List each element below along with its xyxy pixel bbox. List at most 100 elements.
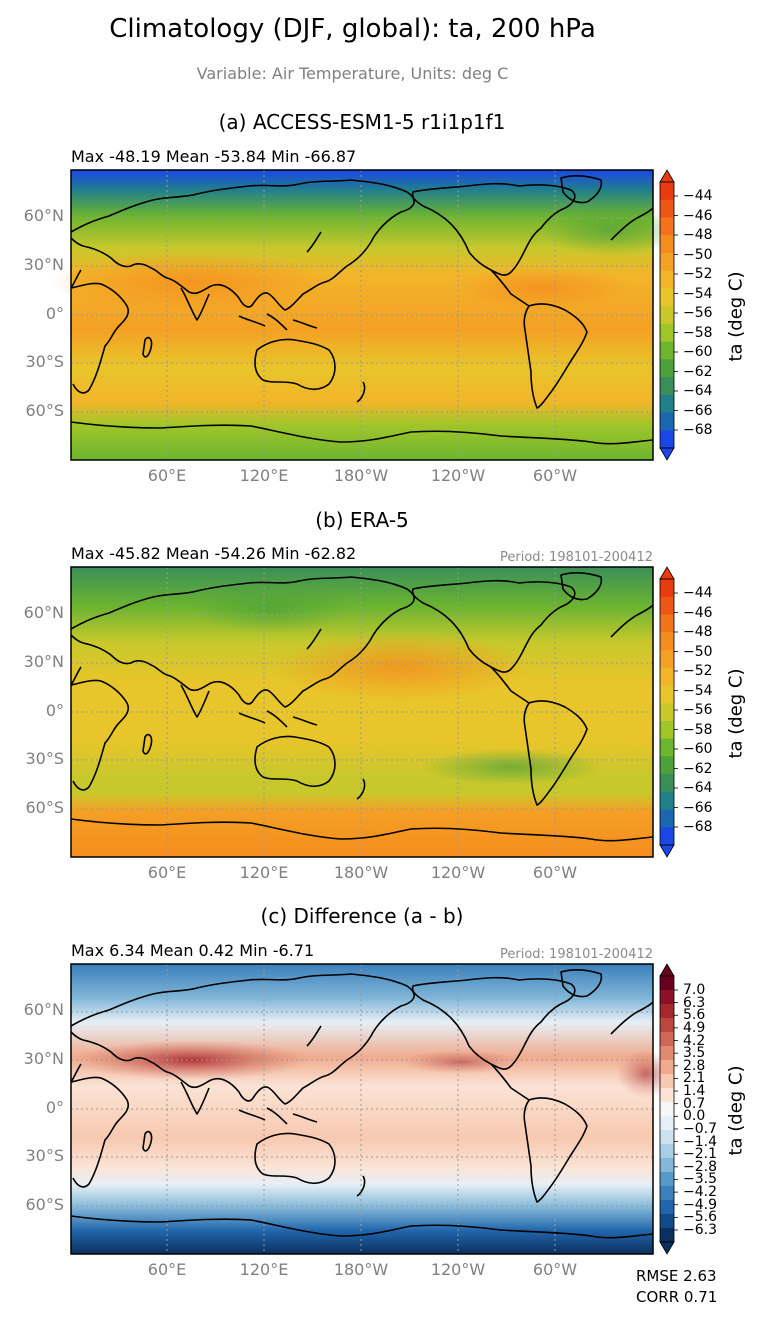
colorbar-tick-label: −46: [683, 207, 713, 224]
colorbar-tick-label: 6.3: [683, 994, 706, 1011]
colorbar-bin: [660, 1018, 674, 1033]
lon-label: 180°W: [333, 863, 389, 882]
colorbar-tick-label: 7.0: [683, 982, 706, 998]
colorbar-bin: [660, 1130, 674, 1145]
colorbar-bin: [660, 270, 674, 289]
colorbar-bin: [660, 579, 674, 598]
colorbar-tick-label: −64: [683, 383, 713, 399]
colorbar-bin: [660, 990, 674, 1005]
lat-label: 60°S: [25, 798, 64, 817]
colorbar-bin: [660, 791, 674, 811]
lon-label: 180°W: [333, 1260, 389, 1279]
colorbar-bin: [660, 1200, 674, 1215]
lon-label: 60°E: [147, 863, 187, 882]
colorbar-tick-label: 0.7: [683, 1095, 706, 1112]
colorbar-tick-label: −52: [683, 663, 713, 679]
lat-label: 60°N: [23, 1000, 64, 1019]
colorbar-bin: [660, 1214, 674, 1229]
panel-c-title: (c) Difference (a - b): [260, 904, 464, 928]
panel-b-period: Period: 198101-200412: [500, 550, 653, 565]
lon-label: 120°E: [239, 863, 289, 882]
colorbar-tick-label: −4.9: [683, 1196, 717, 1213]
colorbar-tick-label: −64: [683, 780, 713, 796]
figure-title: Climatology (DJF, global): ta, 200 hPa: [109, 14, 596, 44]
colorbar-bin: [660, 1144, 674, 1159]
colorbar-bin: [660, 323, 674, 343]
panel-c-colorbar-label: ta (deg C): [725, 1065, 747, 1156]
colorbar-bin: [660, 182, 674, 201]
colorbar-bin: [660, 1004, 674, 1019]
lat-label: 60°S: [25, 1195, 64, 1214]
colorbar-bin: [660, 306, 674, 325]
colorbar-tick-label: −1.4: [683, 1133, 717, 1150]
colorbar-tick-label: 0.0: [683, 1108, 706, 1125]
colorbar-bin: [660, 1060, 674, 1075]
colorbar-tick-label: −48: [683, 624, 713, 640]
colorbar-tick-label: 2.8: [683, 1057, 706, 1074]
colorbar-tick-label: −48: [683, 227, 713, 243]
colorbar-tick-label: −66: [683, 402, 713, 419]
panel-a-map: [51, 169, 681, 461]
colorbar-bin: [660, 774, 674, 793]
colorbar-tick-label: −62: [683, 363, 713, 380]
colorbar-bin: [660, 1172, 674, 1187]
colorbar-tick-label: −46: [683, 604, 713, 621]
lat-label: 30°S: [25, 352, 64, 371]
corr-metric: CORR 0.71: [636, 1288, 718, 1306]
colorbar-tick-label: −60: [683, 741, 713, 757]
colorbar-tick-label: −2.8: [683, 1158, 717, 1175]
colorbar-tick-label: −44: [683, 188, 713, 204]
lon-label: 60°W: [532, 863, 578, 882]
colorbar-bin: [660, 377, 674, 396]
lat-label: 30°N: [23, 1049, 64, 1068]
lon-label: 60°E: [147, 466, 187, 485]
lon-label: 120°W: [430, 466, 486, 485]
colorbar-tick-label: 1.4: [683, 1083, 706, 1100]
colorbar-tick-label: −58: [683, 721, 713, 738]
colorbar-tick-label: −66: [683, 799, 713, 816]
colorbar-bin: [660, 738, 674, 757]
colorbar-frame: [659, 975, 675, 1243]
lon-label: 120°E: [239, 466, 289, 485]
colorbar-tick-label: −60: [683, 344, 713, 360]
colorbar-extend-top: [659, 963, 675, 977]
colorbar-bin: [660, 1116, 674, 1131]
colorbar-bin: [660, 649, 674, 669]
colorbar-bin: [660, 430, 674, 449]
colorbar-bin: [660, 1046, 674, 1061]
lat-label: 30°N: [23, 255, 64, 274]
colorbar-bin: [660, 1228, 674, 1243]
colorbar-bin: [660, 827, 674, 846]
lat-label: 60°S: [25, 401, 64, 420]
colorbar-bin: [660, 394, 674, 414]
lon-label: 60°W: [532, 466, 578, 485]
colorbar-tick-label: −56: [683, 305, 713, 321]
colorbar-bin: [660, 1158, 674, 1173]
colorbar-bin: [660, 288, 674, 307]
colorbar-extend-bottom: [659, 1241, 675, 1255]
colorbar-bin: [660, 412, 674, 431]
colorbar-tick-label: −54: [683, 285, 713, 302]
panel-b-colorbar-label: ta (deg C): [725, 668, 747, 759]
lon-label: 60°W: [532, 1260, 578, 1279]
colorbar-bin: [660, 614, 674, 633]
colorbar-extend-bottom: [659, 844, 675, 858]
colorbar-tick-label: −58: [683, 324, 713, 341]
lon-label: 60°E: [147, 1260, 187, 1279]
lat-label: 30°S: [25, 1146, 64, 1165]
panel-b-stats: Max -45.82 Mean -54.26 Min -62.82: [71, 544, 357, 563]
colorbar-bin: [660, 976, 674, 991]
lon-label: 120°E: [239, 1260, 289, 1279]
lat-label: 30°N: [23, 652, 64, 671]
colorbar-tick-label: 4.2: [683, 1032, 706, 1049]
colorbar-bin: [660, 632, 674, 651]
colorbar-tick-label: −62: [683, 760, 713, 777]
lon-label: 120°W: [430, 863, 486, 882]
panel-a-stats: Max -48.19 Mean -53.84 Min -66.87: [71, 147, 357, 166]
colorbar-tick-label: −2.1: [683, 1146, 717, 1163]
colorbar-tick-label: −0.7: [683, 1120, 717, 1137]
lat-label: 0°: [45, 701, 64, 720]
figure-subtitle: Variable: Air Temperature, Units: deg C: [196, 64, 509, 83]
lat-label: 60°N: [23, 206, 64, 225]
colorbar-bin: [660, 685, 674, 704]
